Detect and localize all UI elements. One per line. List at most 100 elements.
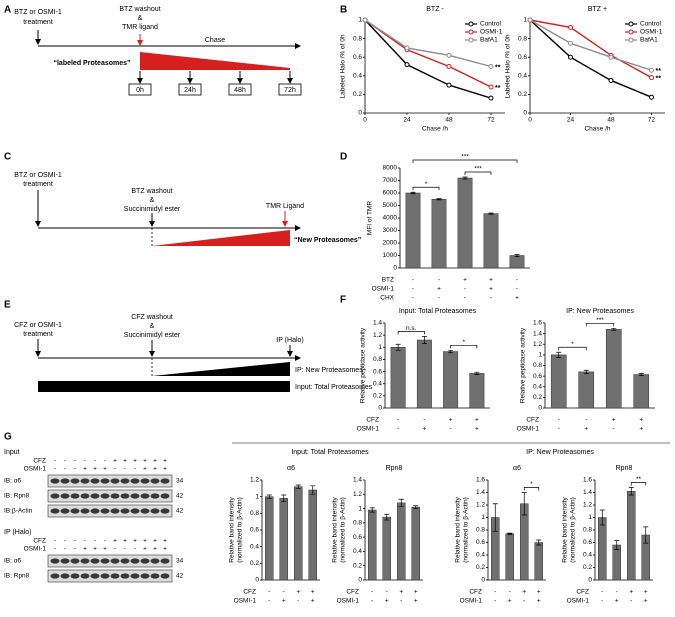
blot-section-title: Input	[4, 449, 20, 456]
error-bar	[488, 212, 494, 215]
x-tick-label: 0	[363, 117, 367, 124]
y-tick-label: 1.6	[476, 477, 485, 484]
diagram-label: Chase	[205, 37, 225, 44]
y-tick-label: 0.4	[353, 73, 362, 80]
condition-sign: +	[489, 277, 493, 284]
y-tick-label: 0.6	[583, 539, 592, 546]
y-axis-label: (normalized to β-Actin)	[463, 497, 470, 563]
x-axis-label: Chase /h	[584, 126, 610, 133]
y-tick-label: 0.2	[373, 393, 382, 400]
error-bar	[281, 494, 287, 503]
y-axis-label: Relative band intensity	[562, 497, 569, 563]
error-bar	[448, 349, 454, 354]
y-axis-label: (normalized to β-Actin)	[340, 497, 347, 563]
blot-band	[120, 493, 130, 499]
panel-letter: F	[340, 295, 346, 306]
condition-sign: +	[489, 286, 493, 293]
condition-name: OSMI-1	[24, 466, 47, 473]
series-line	[529, 19, 652, 98]
y-tick-label: 0.2	[518, 91, 527, 98]
x-axis-label: Chase /h	[422, 126, 448, 133]
bar	[509, 255, 525, 269]
chart-title: Input: Total Proteasomes	[399, 308, 477, 315]
error-bar	[395, 343, 401, 351]
blot-band	[50, 558, 60, 564]
blot-band	[150, 508, 160, 514]
condition-sign: +	[311, 598, 315, 605]
blot-band	[50, 573, 60, 579]
significance-bracket	[450, 344, 478, 349]
blot-band	[150, 478, 160, 484]
condition-name: CFZ	[576, 589, 589, 596]
blot-band	[140, 478, 150, 484]
condition-sign: -	[516, 277, 518, 284]
condition-sign: -	[450, 426, 452, 433]
blot-band	[100, 478, 110, 484]
error-bar	[398, 498, 404, 507]
y-tick-label: 0.4	[373, 380, 382, 387]
point	[404, 62, 410, 68]
bar	[382, 516, 391, 581]
condition-sign: -	[134, 466, 136, 473]
bar	[627, 491, 636, 581]
bar	[605, 329, 622, 409]
diagram-label: &	[150, 323, 155, 330]
y-axis-label: MFI of TMR	[367, 201, 374, 235]
blot-band	[110, 478, 120, 484]
blot-band	[90, 508, 100, 514]
y-tick-label: 0.2	[583, 564, 592, 571]
error-bar	[266, 494, 272, 499]
blot-band	[80, 573, 90, 579]
error-bar	[514, 254, 520, 257]
condition-name: OSMI-1	[567, 598, 590, 605]
blot-band	[70, 508, 80, 514]
condition-sign: -	[64, 538, 66, 545]
point	[568, 24, 573, 30]
error-bar	[369, 507, 375, 513]
condition-sign: +	[143, 538, 147, 545]
molecular-weight: 42	[176, 573, 184, 580]
y-tick-label: 0.4	[353, 548, 362, 555]
blot-band	[80, 558, 90, 564]
condition-sign: -	[412, 286, 414, 293]
condition-sign: -	[54, 538, 56, 545]
bar	[612, 544, 621, 581]
condition-name: BTZ	[382, 277, 394, 284]
y-tick-label: 7000	[383, 177, 398, 184]
condition-sign: +	[282, 598, 286, 605]
point	[488, 84, 494, 90]
y-axis-label: Relative peptidase activity	[360, 327, 367, 403]
panel-letter: A	[4, 5, 11, 16]
error-bar	[521, 492, 527, 516]
condition-name: CFZ	[33, 458, 46, 465]
y-tick-label: 0.6	[533, 373, 542, 380]
y-tick-label: 1	[378, 344, 382, 351]
condition-sign: -	[423, 417, 425, 424]
diagram-label: BTZ or OSMI-1	[14, 172, 62, 179]
error-bar	[599, 509, 605, 526]
x-tick-label: 48	[607, 117, 615, 124]
chart-title: α6	[287, 465, 295, 472]
error-bar	[462, 176, 468, 180]
significance-label: **	[495, 85, 501, 92]
condition-sign: +	[163, 538, 167, 545]
blot-band	[50, 493, 60, 499]
error-bar	[413, 505, 419, 509]
point	[649, 75, 654, 81]
bar	[457, 177, 473, 269]
error-bar	[643, 526, 649, 544]
y-tick-label: 0	[358, 110, 362, 117]
bar	[443, 351, 459, 409]
blot-band	[160, 573, 170, 579]
y-tick-label: 1.2	[583, 502, 592, 509]
condition-sign: -	[616, 589, 618, 596]
y-tick-label: 0.8	[353, 35, 362, 42]
diagram-label: TMR Ligand	[266, 203, 304, 210]
x-tick-label: 0	[528, 117, 532, 124]
condition-sign: +	[311, 589, 315, 596]
blot-band	[120, 478, 130, 484]
significance-bracket	[558, 346, 587, 351]
group-title: Input: Total Proteasomes	[291, 449, 369, 456]
bar	[411, 506, 420, 581]
error-bar	[310, 485, 316, 495]
